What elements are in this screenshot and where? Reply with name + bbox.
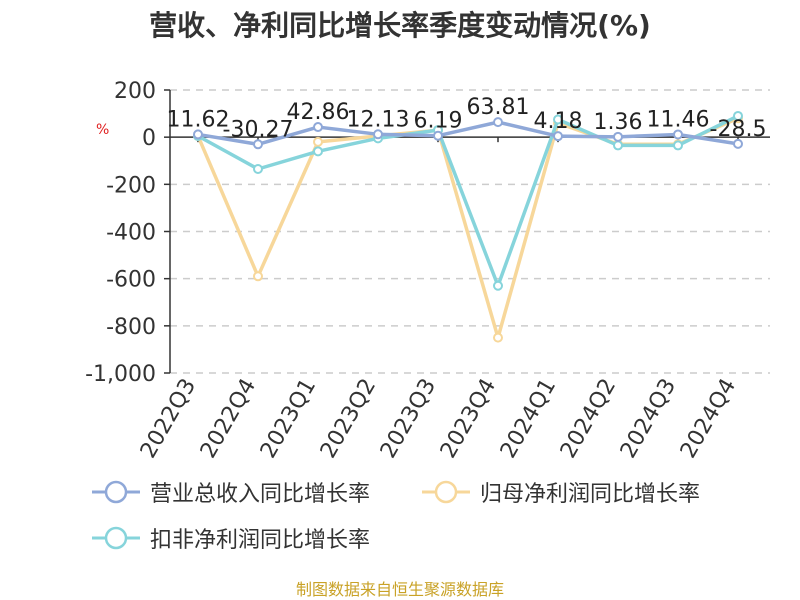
x-tick-label: 2024Q1 — [496, 375, 561, 463]
data-point — [493, 332, 503, 343]
data-label: 63.81 — [467, 95, 530, 120]
data-point — [373, 129, 383, 140]
x-tick-label: 2023Q2 — [316, 375, 381, 463]
legend-line-circle-icon — [92, 526, 140, 550]
x-tick-label: 2024Q4 — [676, 375, 741, 463]
data-label: 11.62 — [167, 107, 230, 132]
x-tick-label: 2023Q4 — [436, 375, 501, 463]
y-axis-unit: % — [96, 122, 110, 138]
x-tick-label: 2024Q2 — [556, 375, 621, 463]
data-label: 1.36 — [594, 110, 643, 135]
data-label: 12.13 — [347, 107, 410, 132]
data-point — [313, 122, 323, 133]
x-tick-label: 2023Q1 — [256, 375, 321, 463]
data-point — [493, 280, 503, 291]
data-point — [313, 136, 323, 147]
y-tick-label: -1,000 — [85, 362, 156, 387]
y-tick-label: -800 — [106, 315, 156, 340]
data-point — [313, 146, 323, 157]
data-label: -28.5 — [710, 117, 767, 142]
data-point — [673, 140, 683, 151]
y-tick-label: -600 — [106, 268, 156, 293]
y-tick-label: -200 — [106, 173, 156, 198]
y-tick-label: 200 — [114, 79, 156, 104]
y-tick-label: -400 — [106, 221, 156, 246]
data-point — [253, 164, 263, 175]
legend-line-circle-icon — [92, 480, 140, 504]
data-point — [613, 131, 623, 142]
data-label: -30.27 — [223, 117, 294, 142]
data-label: 11.46 — [647, 107, 710, 132]
series-line — [196, 116, 739, 340]
data-point — [553, 114, 563, 125]
data-point — [493, 117, 503, 128]
legend-item-revenue[interactable]: 营业总收入同比增长率 — [90, 474, 370, 510]
legend-label: 归母净利润同比增长率 — [480, 482, 701, 507]
legend-label: 营业总收入同比增长率 — [150, 482, 371, 507]
data-point — [733, 110, 743, 121]
data-label: 6.19 — [414, 109, 463, 134]
data-point — [193, 129, 203, 140]
chart-title: 营收、净利同比增长率季度变动情况(%) — [149, 9, 651, 42]
x-tick-label: 2022Q3 — [136, 375, 201, 463]
legend-item-net-profit[interactable]: 归母净利润同比增长率 — [420, 474, 700, 510]
data-point — [733, 138, 743, 149]
series-line — [197, 120, 739, 147]
legend-line-circle-icon — [422, 480, 470, 504]
data-point — [673, 129, 683, 140]
data-point — [253, 139, 263, 150]
y-tick-label: 0 — [142, 126, 156, 151]
data-label: 4.18 — [534, 109, 583, 134]
data-point — [553, 131, 563, 142]
series-line — [197, 114, 739, 288]
data-point — [613, 140, 623, 151]
x-tick-label: 2023Q3 — [376, 375, 441, 463]
x-tick-label: 2024Q3 — [616, 375, 681, 463]
legend-item-deducted-net-profit[interactable]: 扣非净利润同比增长率 — [90, 520, 370, 556]
data-label: 42.86 — [287, 100, 350, 125]
data-point — [433, 130, 443, 141]
legend-label: 扣非净利润同比增长率 — [150, 528, 371, 553]
x-tick-label: 2022Q4 — [196, 375, 261, 463]
data-point — [253, 271, 263, 282]
data-source-note: 制图数据来自恒生聚源数据库 — [295, 580, 504, 599]
